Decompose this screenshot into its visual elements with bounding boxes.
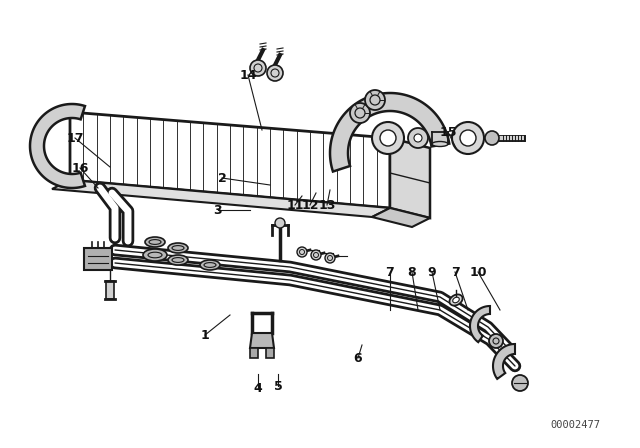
- Polygon shape: [330, 93, 449, 172]
- Polygon shape: [30, 104, 85, 188]
- Circle shape: [408, 128, 428, 148]
- Text: 12: 12: [301, 198, 319, 211]
- Circle shape: [460, 130, 476, 146]
- Polygon shape: [52, 180, 390, 217]
- Ellipse shape: [145, 237, 165, 247]
- Circle shape: [380, 130, 396, 146]
- Circle shape: [311, 250, 321, 260]
- Ellipse shape: [452, 297, 460, 303]
- Text: 6: 6: [354, 352, 362, 365]
- Polygon shape: [250, 348, 258, 358]
- Polygon shape: [493, 344, 515, 379]
- Ellipse shape: [168, 255, 188, 265]
- Polygon shape: [470, 306, 490, 342]
- Ellipse shape: [432, 142, 448, 146]
- Polygon shape: [84, 248, 112, 270]
- Text: 7: 7: [451, 266, 460, 279]
- Text: 5: 5: [274, 379, 282, 392]
- Circle shape: [325, 253, 335, 263]
- Polygon shape: [390, 138, 430, 218]
- Circle shape: [452, 122, 484, 154]
- Circle shape: [512, 375, 528, 391]
- Ellipse shape: [200, 260, 220, 270]
- Circle shape: [365, 90, 385, 110]
- Text: 9: 9: [428, 266, 436, 279]
- Circle shape: [414, 134, 422, 142]
- Circle shape: [350, 103, 370, 123]
- Ellipse shape: [449, 294, 463, 306]
- Circle shape: [485, 131, 499, 145]
- Polygon shape: [250, 333, 274, 348]
- Circle shape: [297, 247, 307, 257]
- Polygon shape: [106, 281, 114, 299]
- Circle shape: [250, 60, 266, 76]
- Ellipse shape: [143, 249, 167, 261]
- Text: 17: 17: [67, 132, 84, 145]
- Circle shape: [372, 122, 404, 154]
- Text: 4: 4: [253, 382, 262, 395]
- Text: 1: 1: [200, 328, 209, 341]
- Circle shape: [267, 65, 283, 81]
- Text: 13: 13: [318, 198, 336, 211]
- Text: 7: 7: [386, 266, 394, 279]
- Polygon shape: [266, 348, 274, 358]
- Text: 15: 15: [439, 125, 457, 138]
- Text: 3: 3: [214, 203, 222, 216]
- Text: 16: 16: [71, 161, 89, 175]
- Text: 8: 8: [408, 266, 416, 279]
- Text: 2: 2: [218, 172, 227, 185]
- Text: 00002477: 00002477: [550, 420, 600, 430]
- Polygon shape: [372, 208, 430, 227]
- Ellipse shape: [168, 243, 188, 253]
- Circle shape: [489, 334, 503, 348]
- Circle shape: [275, 218, 285, 228]
- Text: 10: 10: [469, 266, 487, 279]
- Text: 14: 14: [239, 69, 257, 82]
- Text: 11: 11: [286, 198, 304, 211]
